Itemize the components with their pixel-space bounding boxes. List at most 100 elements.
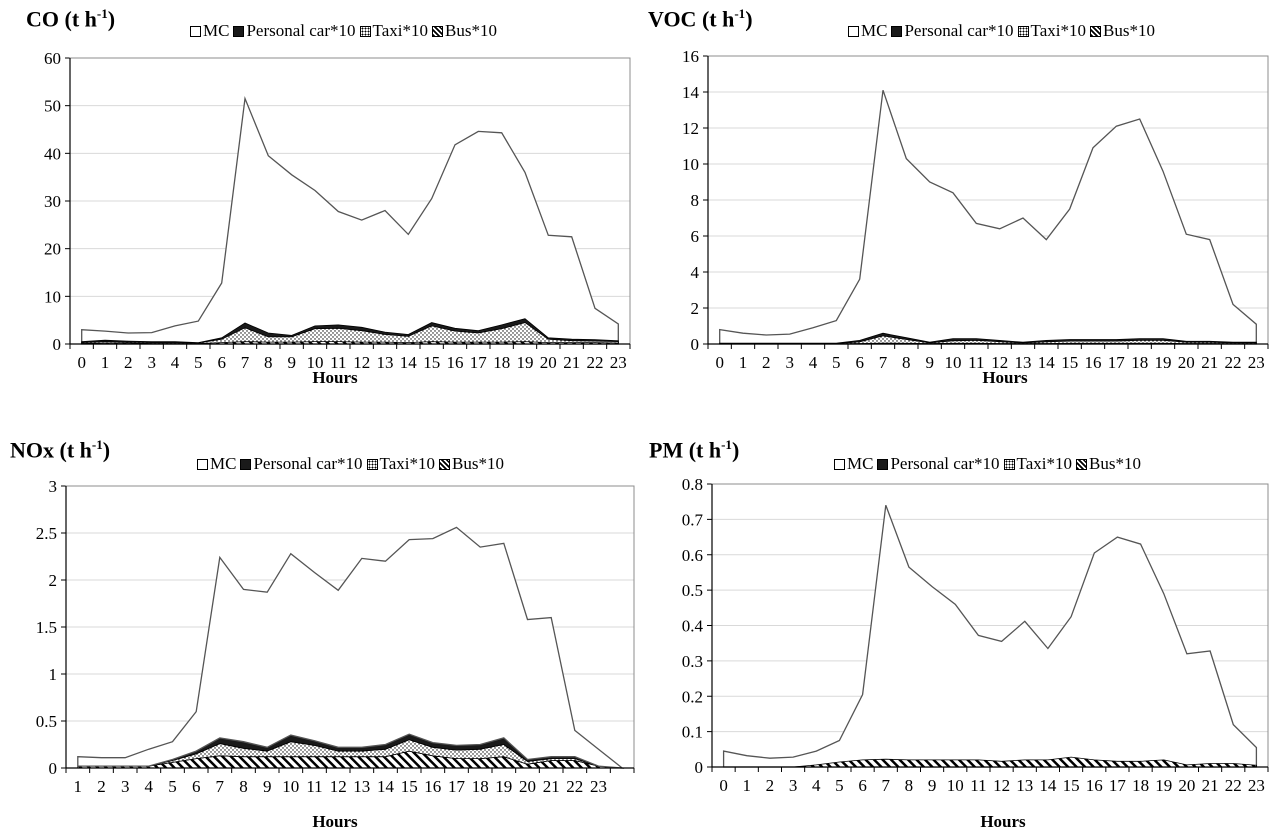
y-tick-label: 0 (49, 759, 58, 778)
legend-co: MC Personal car*10 Taxi*10 Bus*10 (190, 21, 501, 41)
x-tick-label: 6 (855, 353, 864, 372)
mc-swatch-icon (834, 458, 845, 470)
x-tick-label: 12 (330, 777, 347, 796)
x-tick-label: 1 (101, 353, 110, 372)
series-area-mc (77, 526, 625, 769)
y-tick-label: 10 (44, 287, 61, 306)
x-tick-label: 18 (472, 777, 489, 796)
x-tick-label: 14 (377, 777, 395, 796)
x-tick-label: 22 (587, 353, 604, 372)
car-swatch-icon (891, 25, 903, 37)
x-tick-label: 21 (563, 353, 580, 372)
series-area-mc (81, 95, 619, 345)
x-tick-label: 0 (715, 353, 724, 372)
x-tick-label: 6 (192, 777, 201, 796)
x-axis-label-nox: Hours (312, 812, 358, 831)
legend-item-car: Personal car*10 (877, 454, 1000, 474)
x-axis-label-pm: Hours (980, 812, 1026, 831)
legend-pm: MC Personal car*10 Taxi*10 Bus*10 (834, 454, 1145, 474)
legend-item-car: Personal car*10 (891, 21, 1014, 41)
car-swatch-icon (233, 25, 245, 37)
x-tick-label: 15 (401, 777, 418, 796)
bus-swatch-icon (439, 458, 450, 470)
x-tick-label: 14 (400, 353, 418, 372)
y-tick-label: 0.7 (682, 510, 704, 529)
series-area-taxi (81, 322, 619, 345)
legend-nox: MC Personal car*10 Taxi*10 Bus*10 (197, 454, 508, 474)
x-tick-label: 17 (1109, 776, 1127, 795)
x-tick-label: 22 (1225, 776, 1242, 795)
x-tick-label: 16 (447, 353, 464, 372)
bus-swatch-icon (1090, 25, 1101, 37)
x-tick-label: 15 (1063, 776, 1080, 795)
x-tick-label: 16 (424, 777, 441, 796)
x-tick-label: 5 (194, 353, 203, 372)
legend-item-bus: Bus*10 (439, 454, 504, 474)
series-area-mc (719, 89, 1257, 345)
x-tick-label: 11 (306, 777, 322, 796)
y-tick-label: 16 (682, 47, 699, 66)
x-tick-label: 18 (493, 353, 510, 372)
x-tick-label: 13 (377, 353, 394, 372)
x-tick-label: 21 (1202, 776, 1219, 795)
y-tick-label: 0.4 (682, 617, 704, 636)
x-tick-label: 0 (77, 353, 86, 372)
x-tick-label: 7 (879, 353, 888, 372)
y-tick-label: 10 (682, 155, 699, 174)
x-tick-label: 15 (1061, 353, 1078, 372)
x-tick-label: 0 (719, 776, 728, 795)
x-tick-label: 2 (762, 353, 771, 372)
x-tick-label: 20 (1178, 353, 1195, 372)
y-tick-label: 0 (53, 335, 62, 354)
y-tick-label: 4 (691, 263, 700, 282)
x-tick-label: 7 (882, 776, 891, 795)
y-tick-label: 0.5 (682, 581, 703, 600)
x-axis-label-co: Hours (312, 368, 358, 387)
x-tick-label: 17 (470, 353, 488, 372)
x-tick-label: 1 (74, 777, 83, 796)
x-tick-label: 10 (947, 776, 964, 795)
x-tick-label: 2 (124, 353, 133, 372)
y-tick-label: 2 (691, 299, 700, 318)
y-tick-label: 1 (49, 665, 58, 684)
chart-panel-pm: PM (t h-1) MC Personal car*10 Taxi*10 Bu… (640, 417, 1277, 834)
chart-svg-pm: 00.10.20.30.40.50.60.70.80 1 2 3 4 5 6 7 8 9 10 11 1… (682, 475, 1269, 795)
x-tick-label: 10 (945, 353, 962, 372)
x-tick-label: 4 (812, 776, 821, 795)
taxi-swatch-icon (1003, 458, 1015, 470)
x-tick-label: 10 (307, 353, 324, 372)
chart-panel-voc: VOC (t h-1) MC Personal car*10 Taxi*10 B… (640, 0, 1277, 417)
x-tick-label: 18 (1131, 353, 1148, 372)
chart-panel-nox: NOx (t h-1) MC Personal car*10 Taxi*10 B… (0, 417, 640, 834)
x-tick-label: 23 (1248, 776, 1265, 795)
y-tick-label: 1.5 (36, 618, 57, 637)
x-tick-label: 3 (789, 776, 798, 795)
x-axis-label-voc: Hours (982, 368, 1028, 387)
x-tick-label: 19 (1155, 353, 1172, 372)
x-tick-label: 8 (264, 353, 273, 372)
x-tick-label: 4 (145, 777, 154, 796)
x-tick-label: 23 (1248, 353, 1265, 372)
x-tick-label: 5 (168, 777, 177, 796)
x-tick-label: 20 (540, 353, 557, 372)
x-tick-label: 5 (835, 776, 844, 795)
x-tick-label: 14 (1039, 776, 1057, 795)
x-tick-label: 21 (1201, 353, 1218, 372)
y-tick-label: 60 (44, 49, 61, 68)
legend-item-mc: MC (190, 21, 229, 41)
y-tick-label: 0.5 (36, 712, 57, 731)
x-tick-label: 8 (902, 353, 911, 372)
x-tick-label: 17 (448, 777, 466, 796)
y-tick-label: 20 (44, 240, 61, 259)
x-tick-label: 2 (97, 777, 106, 796)
legend-item-bus: Bus*10 (1076, 454, 1141, 474)
taxi-swatch-icon (1017, 25, 1029, 37)
x-tick-label: 9 (287, 353, 296, 372)
x-tick-label: 20 (1178, 776, 1195, 795)
legend-item-taxi: Taxi*10 (1003, 454, 1072, 474)
legend-item-mc: MC (848, 21, 887, 41)
x-tick-label: 4 (809, 353, 818, 372)
y-tick-label: 0.8 (682, 475, 703, 494)
y-tick-label: 8 (691, 191, 700, 210)
x-tick-label: 8 (239, 777, 248, 796)
